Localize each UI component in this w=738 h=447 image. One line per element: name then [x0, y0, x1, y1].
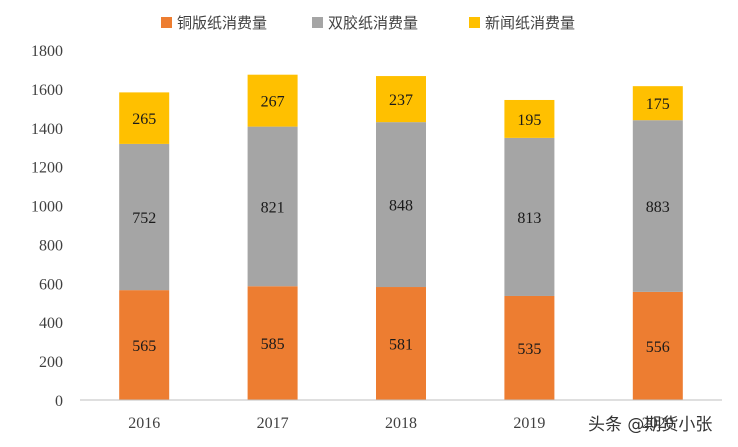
data-label: 565	[132, 338, 156, 355]
y-tick-label: 600	[39, 276, 63, 293]
y-tick-label: 1200	[31, 160, 63, 177]
bar-segment	[376, 122, 426, 288]
legend-swatch-1	[161, 17, 172, 28]
bar-segment	[504, 137, 555, 296]
data-label: 813	[517, 210, 541, 227]
bar-segment	[119, 92, 170, 144]
data-label: 585	[261, 336, 285, 353]
x-tick-label: 2016	[128, 415, 160, 432]
data-label: 267	[261, 94, 285, 111]
data-label: 535	[517, 341, 541, 358]
legend-label-3: 新闻纸消费量	[485, 14, 575, 32]
y-tick-label: 1600	[31, 82, 63, 99]
data-label: 883	[646, 199, 670, 216]
x-tick-label: 2020	[642, 415, 674, 432]
bar-segment	[632, 291, 683, 400]
bar-segment	[632, 86, 683, 121]
legend-label-2: 双胶纸消费量	[328, 14, 418, 32]
bar-segment	[119, 143, 170, 291]
data-label: 265	[132, 111, 156, 128]
bar-segment	[504, 99, 555, 138]
data-label: 848	[389, 198, 413, 215]
x-tick-label: 2017	[257, 415, 289, 432]
y-tick-label: 800	[39, 237, 63, 254]
y-tick-label: 0	[55, 393, 63, 410]
bar-segment	[376, 287, 426, 400]
y-axis: 0 200 400 600 800 1000 1200 1400 1600 1800	[31, 43, 63, 410]
data-label: 752	[132, 210, 156, 227]
x-axis: 2016 2017 2018 2019 2020	[80, 399, 722, 432]
data-label: 237	[389, 92, 413, 109]
data-label: 581	[389, 337, 413, 354]
y-tick-label: 200	[39, 354, 63, 371]
bars: 565 752 265 585 821 267 581 848 237 535 813 195 556 8…	[119, 74, 683, 400]
legend-swatch-2	[312, 17, 323, 28]
data-label: 556	[646, 339, 670, 356]
x-tick-label: 2018	[385, 415, 417, 432]
watermark-text: 头条 @期货小张	[588, 415, 712, 435]
bar-segment	[247, 74, 298, 127]
y-tick-label: 1800	[31, 43, 63, 60]
x-tick-label: 2019	[513, 415, 545, 432]
y-tick-label: 1400	[31, 121, 63, 138]
data-label: 195	[517, 112, 541, 129]
legend-label-1: 铜版纸消费量	[177, 14, 267, 32]
bar-segment	[247, 126, 298, 287]
y-tick-label: 1000	[31, 199, 63, 216]
bar-segment	[247, 286, 298, 400]
bar-segment	[376, 76, 426, 123]
bar-segment	[119, 290, 170, 400]
data-label: 175	[646, 96, 670, 113]
legend-swatch-3	[469, 17, 480, 28]
bar-segment	[632, 120, 683, 292]
bar-segment	[504, 295, 555, 400]
y-tick-label: 400	[39, 315, 63, 332]
data-label: 821	[261, 199, 285, 216]
legend: 铜版纸消费量 双胶纸消费量 新闻纸消费量	[161, 14, 575, 32]
